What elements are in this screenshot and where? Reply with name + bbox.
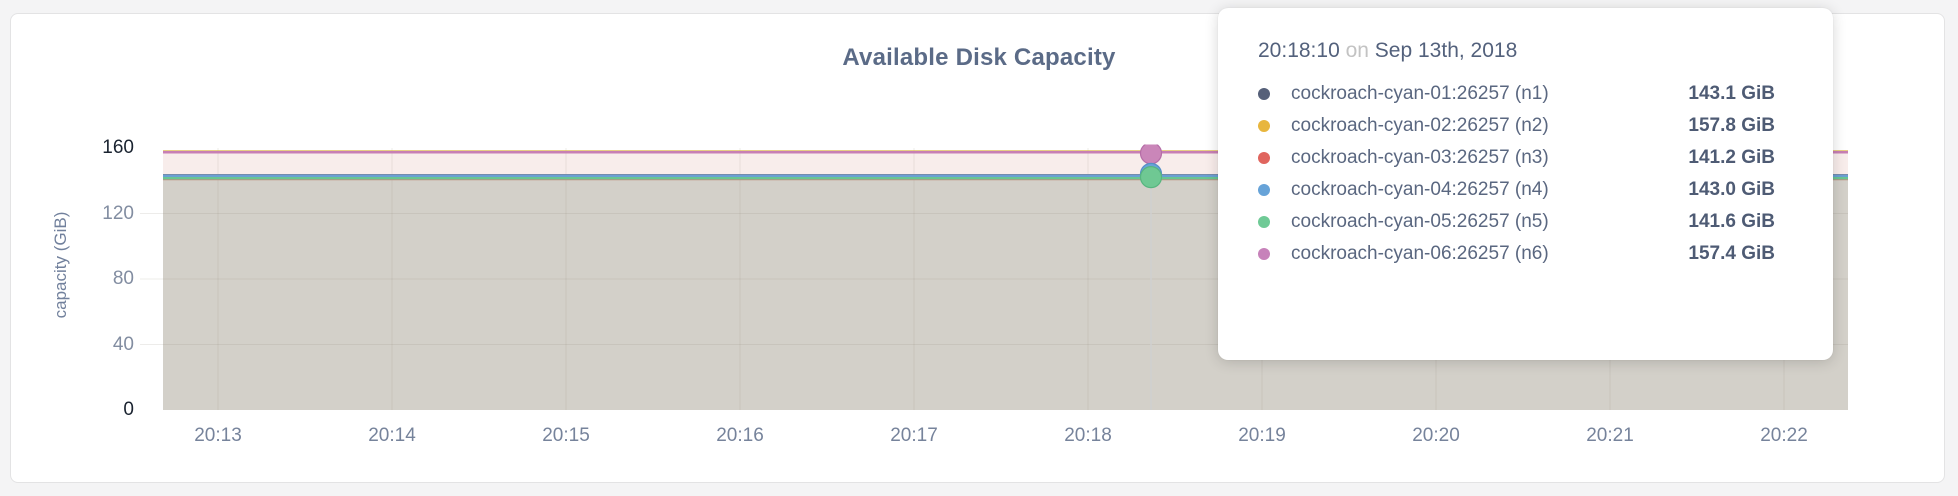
tooltip-row: cockroach-cyan-01:26257 (n1) 143.1 GiB <box>1258 78 1833 110</box>
series-dot-icon <box>1258 88 1270 100</box>
hover-tooltip: 20:18:10 on Sep 13th, 2018 cockroach-cya… <box>1218 8 1833 360</box>
x-tick-label: 20:17 <box>890 425 938 446</box>
series-name: cockroach-cyan-05:26257 (n5) <box>1291 211 1549 232</box>
tooltip-row: cockroach-cyan-04:26257 (n4) 143.0 GiB <box>1258 174 1833 206</box>
series-value: 141.2 GiB <box>1688 147 1775 168</box>
series-name: cockroach-cyan-03:26257 (n3) <box>1291 147 1549 168</box>
x-tick-label: 20:13 <box>194 425 242 446</box>
series-name: cockroach-cyan-02:26257 (n2) <box>1291 115 1549 136</box>
x-tick-label: 20:18 <box>1064 425 1112 446</box>
y-tick-label: 0 <box>123 399 134 420</box>
series-dot-icon <box>1258 152 1270 164</box>
series-value: 157.4 GiB <box>1688 243 1775 264</box>
tooltip-date: Sep 13th, 2018 <box>1374 39 1518 62</box>
y-tick-label: 40 <box>112 333 134 355</box>
series-value: 143.0 GiB <box>1688 179 1775 200</box>
tooltip-row: cockroach-cyan-03:26257 (n3) 141.2 GiB <box>1258 142 1833 174</box>
series-dot-icon <box>1258 216 1270 228</box>
hover-marker-green <box>1139 166 1163 189</box>
series-value: 141.6 GiB <box>1688 211 1775 232</box>
y-tick-label: 80 <box>112 268 134 289</box>
tooltip-row: cockroach-cyan-05:26257 (n5) 141.6 GiB <box>1258 206 1833 238</box>
series-dot-icon <box>1258 248 1270 260</box>
y-tick-label: 120 <box>102 202 134 224</box>
series-dot-icon <box>1258 184 1270 196</box>
x-tick-label: 20:21 <box>1586 425 1634 446</box>
tooltip-row: cockroach-cyan-02:26257 (n2) 157.8 GiB <box>1258 110 1833 142</box>
series-name: cockroach-cyan-04:26257 (n4) <box>1291 179 1549 200</box>
x-tick-label: 20:22 <box>1760 425 1808 446</box>
x-tick-label: 20:19 <box>1238 425 1286 446</box>
series-dot-icon <box>1258 120 1270 132</box>
tooltip-header: 20:18:10 on Sep 13th, 2018 <box>1258 38 1833 64</box>
tooltip-rows: cockroach-cyan-01:26257 (n1) 143.1 GiB coc… <box>1258 78 1833 270</box>
series-name: cockroach-cyan-06:26257 (n6) <box>1291 243 1549 264</box>
x-tick-label: 20:16 <box>716 425 764 446</box>
x-tick-label: 20:20 <box>1412 425 1460 446</box>
tooltip-on: on <box>1345 39 1369 62</box>
y-tick-label: 160 <box>102 137 134 158</box>
series-value: 157.8 GiB <box>1688 115 1775 136</box>
series-name: cockroach-cyan-01:26257 (n1) <box>1291 83 1549 104</box>
tooltip-row: cockroach-cyan-06:26257 (n6) 157.4 GiB <box>1258 238 1833 270</box>
x-tick-label: 20:15 <box>542 425 590 446</box>
x-tick-label: 20:14 <box>368 425 416 446</box>
chart-title: Available Disk Capacity <box>842 44 1116 71</box>
series-value: 143.1 GiB <box>1688 83 1775 104</box>
tooltip-time: 20:18:10 <box>1258 39 1340 62</box>
